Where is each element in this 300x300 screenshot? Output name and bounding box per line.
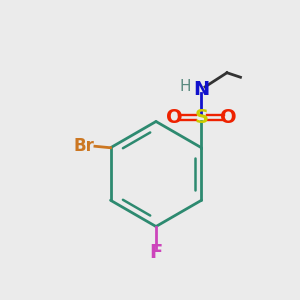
Text: Br: Br [74,137,95,155]
Text: H: H [179,79,191,94]
Text: O: O [166,108,183,127]
Text: F: F [149,242,163,262]
Text: S: S [194,108,208,127]
Text: O: O [220,108,237,127]
Text: N: N [193,80,210,99]
